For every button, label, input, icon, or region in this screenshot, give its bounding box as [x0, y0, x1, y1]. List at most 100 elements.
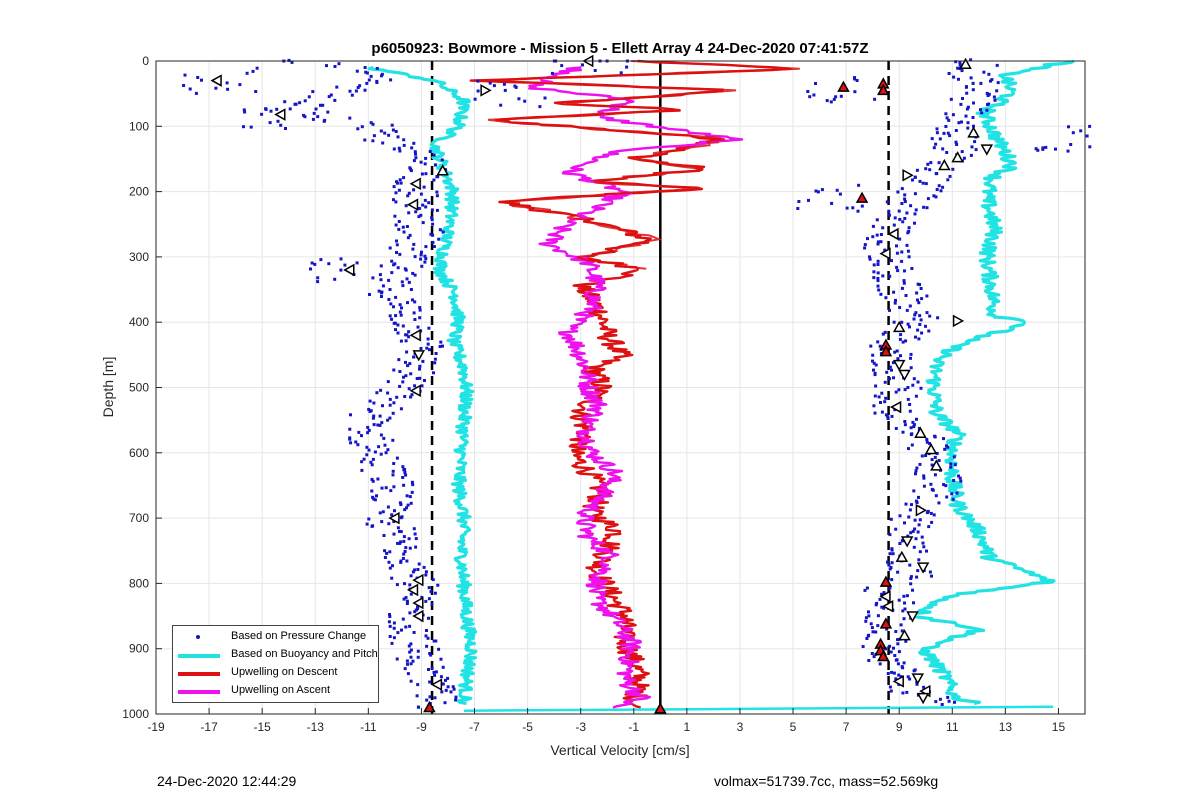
pressure-point [433, 357, 437, 361]
pressure-point [372, 497, 376, 501]
pressure-point [960, 120, 963, 124]
pressure-point [972, 124, 975, 128]
pressure-point [901, 609, 905, 613]
pressure-point [365, 445, 369, 449]
pressure-point [355, 69, 359, 73]
pressure-point [413, 384, 417, 388]
pressure-point [1088, 124, 1092, 128]
pressure-point [424, 172, 428, 176]
pressure-point [960, 69, 964, 73]
pressure-point [409, 288, 413, 291]
pressure-point [427, 326, 431, 330]
pressure-point [390, 513, 394, 517]
pressure-point [966, 105, 970, 109]
pressure-point [865, 586, 869, 590]
legend-label: Upwelling on Descent [231, 666, 338, 678]
pressure-point [379, 264, 383, 268]
pressure-point [412, 311, 416, 315]
pressure-point [866, 237, 869, 241]
pressure-point [954, 129, 958, 132]
pressure-point [916, 569, 920, 573]
pressure-point [913, 527, 917, 531]
footer-summary: volmax=51739.7cc, mass=52.569kg [714, 773, 939, 789]
pressure-point [412, 631, 416, 634]
pressure-point [900, 629, 904, 633]
legend-symbol-buoyancy [178, 654, 220, 658]
pressure-point [378, 273, 382, 277]
pressure-point [377, 445, 381, 449]
x-tick-label: -5 [522, 720, 533, 734]
pressure-point [430, 216, 434, 219]
pressure-point [864, 619, 868, 623]
pressure-point [917, 337, 921, 341]
pressure-point [402, 535, 406, 539]
pressure-point [401, 380, 405, 384]
pressure-point [942, 131, 946, 135]
pressure-point [390, 576, 394, 580]
pressure-point [367, 78, 371, 82]
pressure-point [888, 533, 892, 537]
pressure-point [214, 86, 218, 90]
footer-timestamp: 24-Dec-2020 12:44:29 [157, 773, 297, 789]
pressure-point [933, 473, 937, 477]
pressure-point [398, 252, 402, 256]
pressure-point [888, 365, 892, 369]
pressure-point [433, 591, 437, 595]
pressure-point [900, 202, 904, 205]
pressure-point [392, 520, 396, 523]
legend-symbol-ascent [178, 690, 220, 694]
pressure-point [431, 233, 435, 237]
pressure-point [399, 560, 403, 564]
x-axis-label: Vertical Velocity [cm/s] [550, 742, 689, 758]
pressure-point [499, 103, 503, 107]
y-tick-label: 700 [129, 511, 149, 525]
pressure-point [894, 527, 898, 531]
pressure-point [870, 626, 874, 630]
y-tick-label: 300 [129, 250, 149, 264]
pressure-point [915, 291, 919, 295]
pressure-point [918, 462, 922, 466]
triangle-marker [210, 74, 222, 87]
pressure-point [946, 445, 950, 449]
pressure-point [396, 181, 400, 185]
pressure-point [387, 298, 391, 301]
pressure-point [903, 193, 907, 197]
pressure-point [404, 360, 407, 364]
pressure-point [419, 160, 423, 164]
pressure-point [348, 427, 352, 431]
pressure-point [399, 181, 403, 185]
pressure-point [825, 99, 829, 103]
pressure-point [392, 185, 396, 189]
pressure-point [383, 443, 387, 447]
pressure-point [325, 64, 328, 68]
pressure-point [418, 376, 422, 380]
pressure-point [446, 676, 450, 680]
pressure-point [885, 200, 889, 204]
x-tick-label: -1 [628, 720, 639, 734]
pressure-point [409, 648, 413, 652]
pressure-point [311, 117, 315, 121]
pressure-point [434, 639, 438, 643]
pressure-point [796, 207, 800, 210]
pressure-point [593, 69, 597, 72]
pressure-point [898, 306, 902, 309]
pressure-point [370, 489, 374, 493]
pressure-point [913, 221, 916, 225]
pressure-point [948, 174, 952, 178]
pressure-point [360, 468, 364, 472]
pressure-point [906, 386, 910, 389]
pressure-point [925, 311, 929, 315]
pressure-point [380, 291, 383, 295]
pressure-point [986, 103, 989, 107]
pressure-point [903, 420, 907, 423]
pressure-point [881, 332, 885, 336]
pressure-point [901, 691, 905, 695]
pressure-point [435, 175, 439, 179]
pressure-point [543, 96, 547, 100]
triangle-marker [412, 609, 424, 623]
pressure-point [391, 469, 395, 473]
pressure-point [413, 610, 417, 614]
pressure-point [363, 66, 367, 69]
pressure-point [409, 662, 413, 666]
pressure-point [441, 665, 445, 669]
